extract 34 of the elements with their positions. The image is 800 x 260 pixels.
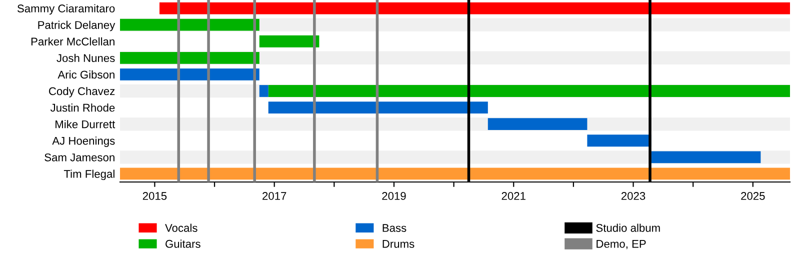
bar bbox=[259, 85, 268, 97]
y-tick-label: Josh Nunes bbox=[56, 54, 115, 62]
bar bbox=[120, 18, 260, 31]
legend-label: Bass bbox=[382, 224, 406, 232]
y-tick-label: Parker McClellan bbox=[31, 37, 114, 46]
bar bbox=[587, 134, 652, 147]
legend-label: Guitars bbox=[166, 240, 200, 248]
x-tick-label: 2019 bbox=[382, 192, 406, 200]
bar bbox=[268, 102, 488, 114]
bar bbox=[120, 168, 790, 180]
x-tick-label: 2015 bbox=[142, 192, 167, 200]
bar bbox=[120, 52, 260, 64]
y-tick-label: Justin Rhode bbox=[50, 104, 115, 112]
bar bbox=[651, 151, 761, 164]
y-tick-label: Patrick Delaney bbox=[38, 20, 116, 32]
y-tick-label: AJ Hoenings bbox=[52, 136, 115, 147]
y-tick-label: Cody Chavez bbox=[49, 86, 115, 98]
y-tick-label: Sam Jameson bbox=[44, 153, 114, 162]
bar bbox=[488, 118, 588, 130]
bar bbox=[120, 68, 260, 80]
legend-label: Drums bbox=[382, 240, 414, 248]
x-tick-label: 2025 bbox=[741, 192, 765, 200]
x-tick-label: 2021 bbox=[502, 192, 526, 200]
x-tick-label: 2023 bbox=[621, 192, 646, 200]
legend-label: Demo, EP bbox=[596, 240, 646, 250]
y-tick-label: Aric Gibson bbox=[58, 70, 114, 79]
bar bbox=[159, 2, 790, 14]
legend-label: Studio album bbox=[596, 224, 660, 232]
y-tick-label: Tim Flegal bbox=[64, 170, 114, 180]
bar bbox=[259, 35, 320, 48]
y-tick-label: Sammy Ciaramitaro bbox=[17, 4, 115, 15]
x-tick-label: 2017 bbox=[262, 192, 286, 200]
y-tick-label: Mike Durrett bbox=[56, 120, 116, 128]
legend-label: Vocals bbox=[165, 224, 198, 232]
